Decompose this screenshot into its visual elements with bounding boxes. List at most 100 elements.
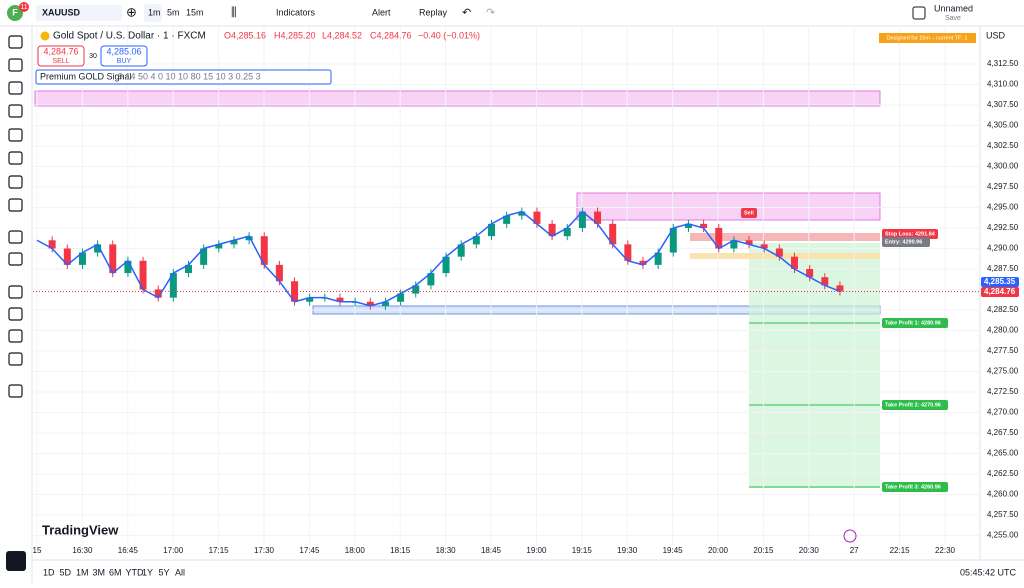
y-tick-label: 4,267.50 <box>987 428 1019 437</box>
tool-icon[interactable] <box>8 198 23 212</box>
indicator-legend <box>35 69 332 85</box>
chart-plot <box>33 26 980 545</box>
currency[interactable]: USD <box>986 30 1006 40</box>
tool-icon[interactable] <box>8 175 23 189</box>
x-tick-label: 18:45 <box>481 546 502 555</box>
banner-box <box>879 33 976 43</box>
tool-icon[interactable] <box>8 252 23 266</box>
chart-type[interactable]: ⫼ <box>231 5 237 19</box>
take-profit-area <box>749 243 880 488</box>
candle <box>639 260 647 265</box>
tool-icon[interactable] <box>8 352 23 366</box>
tool-icon[interactable] <box>8 285 23 299</box>
y-tick-label: 4,262.50 <box>987 469 1019 478</box>
candle <box>94 244 102 253</box>
indicator-params: 9 14 50 4 0 10 10 80 15 10 3 0.25 3 <box>118 71 261 81</box>
candle <box>185 264 192 274</box>
y-tick-label: 4,260.00 <box>987 490 1019 499</box>
y-tick-label: 4,312.50 <box>987 59 1019 68</box>
badge <box>19 2 29 12</box>
range-button[interactable]: 3M <box>93 567 106 577</box>
undo[interactable]: ↶ <box>462 7 471 19</box>
tool-icon[interactable] <box>8 307 23 321</box>
tool-icon[interactable] <box>8 384 23 398</box>
candle <box>215 244 223 249</box>
avatar[interactable] <box>7 5 23 21</box>
candle <box>381 301 389 306</box>
replay-button[interactable]: Replay <box>419 7 448 17</box>
tool-icon[interactable] <box>8 151 23 165</box>
indicator-name: Premium GOLD Signal <box>40 71 132 81</box>
range-button[interactable]: 1Y <box>142 567 153 577</box>
alert-button[interactable]: Alert <box>372 7 391 17</box>
add-symbol[interactable]: ⊕ <box>126 4 137 19</box>
range-button[interactable]: YTD <box>126 567 145 577</box>
interval[interactable]: 1m <box>148 7 161 17</box>
tool-icon[interactable] <box>8 81 23 95</box>
layout-name[interactable]: Unnamed <box>934 3 973 13</box>
interval-active[interactable] <box>144 4 162 22</box>
y-tick-label: 4,287.50 <box>987 264 1019 273</box>
tool-icon[interactable] <box>8 329 23 343</box>
candle <box>336 297 344 302</box>
candle <box>745 240 753 245</box>
sell-signal: Sell <box>744 210 754 216</box>
candle <box>139 260 147 290</box>
favorites[interactable] <box>6 551 26 571</box>
tool-icon[interactable] <box>8 128 23 142</box>
x-tick-label: 27 <box>850 546 859 555</box>
tool-icon[interactable] <box>8 230 23 244</box>
last-price-box <box>981 277 1019 287</box>
clock: 05:45:42 UTC <box>960 567 1017 577</box>
buy-button[interactable] <box>100 45 148 67</box>
candle <box>412 285 420 294</box>
symbol-search[interactable] <box>36 5 122 21</box>
layout-icon[interactable] <box>912 6 926 20</box>
stop-loss-zone <box>690 233 880 241</box>
candle <box>594 211 602 224</box>
lightning[interactable] <box>843 529 857 543</box>
range-button[interactable]: 5D <box>60 567 72 577</box>
candle <box>669 227 677 253</box>
range-button[interactable]: 1M <box>76 567 89 577</box>
candle <box>503 215 511 224</box>
indicators-button[interactable]: Indicators <box>276 7 316 17</box>
x-tick-label: 20:30 <box>799 546 820 555</box>
range-button[interactable]: All <box>175 567 185 577</box>
sell-label: SELL <box>52 58 69 65</box>
interval[interactable]: 15m <box>186 7 204 17</box>
candle <box>124 260 132 274</box>
symbol-icon <box>40 31 50 41</box>
range-button[interactable]: 5Y <box>159 567 170 577</box>
candle <box>654 252 662 265</box>
y-tick-label: 4,292.50 <box>987 223 1019 232</box>
candle <box>230 240 238 245</box>
spread: 30 <box>89 53 97 60</box>
range-button[interactable]: 1D <box>43 567 55 577</box>
last-price: 4,285.35 <box>984 277 1016 286</box>
left-toolbar <box>8 35 23 398</box>
supply-zone <box>34 90 881 107</box>
redo[interactable]: ↷ <box>486 7 495 19</box>
candle <box>63 248 71 265</box>
tool-icon[interactable] <box>8 35 23 49</box>
range-button[interactable]: 6M <box>109 567 122 577</box>
candle <box>760 244 768 249</box>
x-tick-label: 19:30 <box>617 546 638 555</box>
x-tick-label: 17:15 <box>209 546 230 555</box>
sell-button[interactable] <box>37 45 85 67</box>
candle <box>806 268 814 278</box>
candle <box>457 244 465 257</box>
interval[interactable]: 5m <box>167 7 180 17</box>
y-tick-label: 4,272.50 <box>987 387 1019 396</box>
ohlc: L4,284.52 <box>322 30 362 40</box>
y-tick-label: 4,290.00 <box>987 244 1019 253</box>
candle <box>366 301 374 306</box>
tool-icon[interactable] <box>8 58 23 72</box>
candle <box>684 223 692 228</box>
sell-price: 4,284.76 <box>43 46 78 56</box>
save-label[interactable]: Save <box>945 15 961 22</box>
tool-icon[interactable] <box>8 104 23 118</box>
x-tick-label: 20:15 <box>753 546 774 555</box>
x-tick-label: 17:00 <box>163 546 184 555</box>
